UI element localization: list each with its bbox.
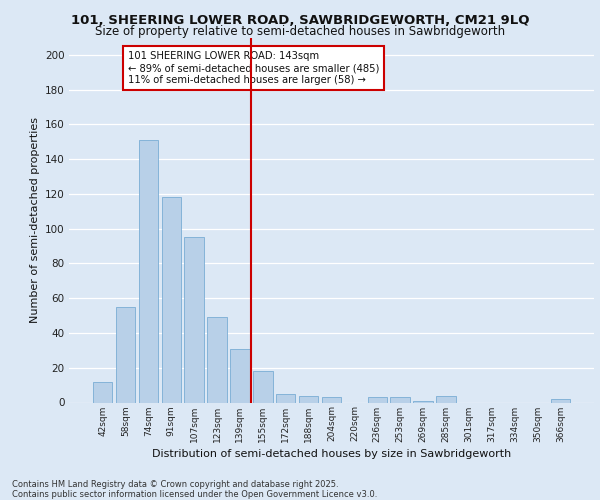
Bar [299,396,319,402]
Bar [413,401,433,402]
Text: 101 SHEERING LOWER ROAD: 143sqm
← 89% of semi-detached houses are smaller (485)
: 101 SHEERING LOWER ROAD: 143sqm ← 89% of… [128,52,379,84]
Text: Contains HM Land Registry data © Crown copyright and database right 2025.
Contai: Contains HM Land Registry data © Crown c… [12,480,377,499]
Bar [184,238,204,402]
Bar [161,198,181,402]
Bar [208,318,227,402]
Bar [230,348,250,403]
X-axis label: Distribution of semi-detached houses by size in Sawbridgeworth: Distribution of semi-detached houses by … [152,448,511,458]
Bar [253,371,272,402]
Text: 101, SHEERING LOWER ROAD, SAWBRIDGEWORTH, CM21 9LQ: 101, SHEERING LOWER ROAD, SAWBRIDGEWORTH… [71,14,529,27]
Bar [436,396,455,402]
Bar [551,399,570,402]
Text: Size of property relative to semi-detached houses in Sawbridgeworth: Size of property relative to semi-detach… [95,25,505,38]
Bar [391,398,410,402]
Bar [139,140,158,402]
Bar [276,394,295,402]
Bar [116,307,135,402]
Bar [368,398,387,402]
Bar [322,398,341,402]
Y-axis label: Number of semi-detached properties: Number of semi-detached properties [29,117,40,323]
Bar [93,382,112,402]
